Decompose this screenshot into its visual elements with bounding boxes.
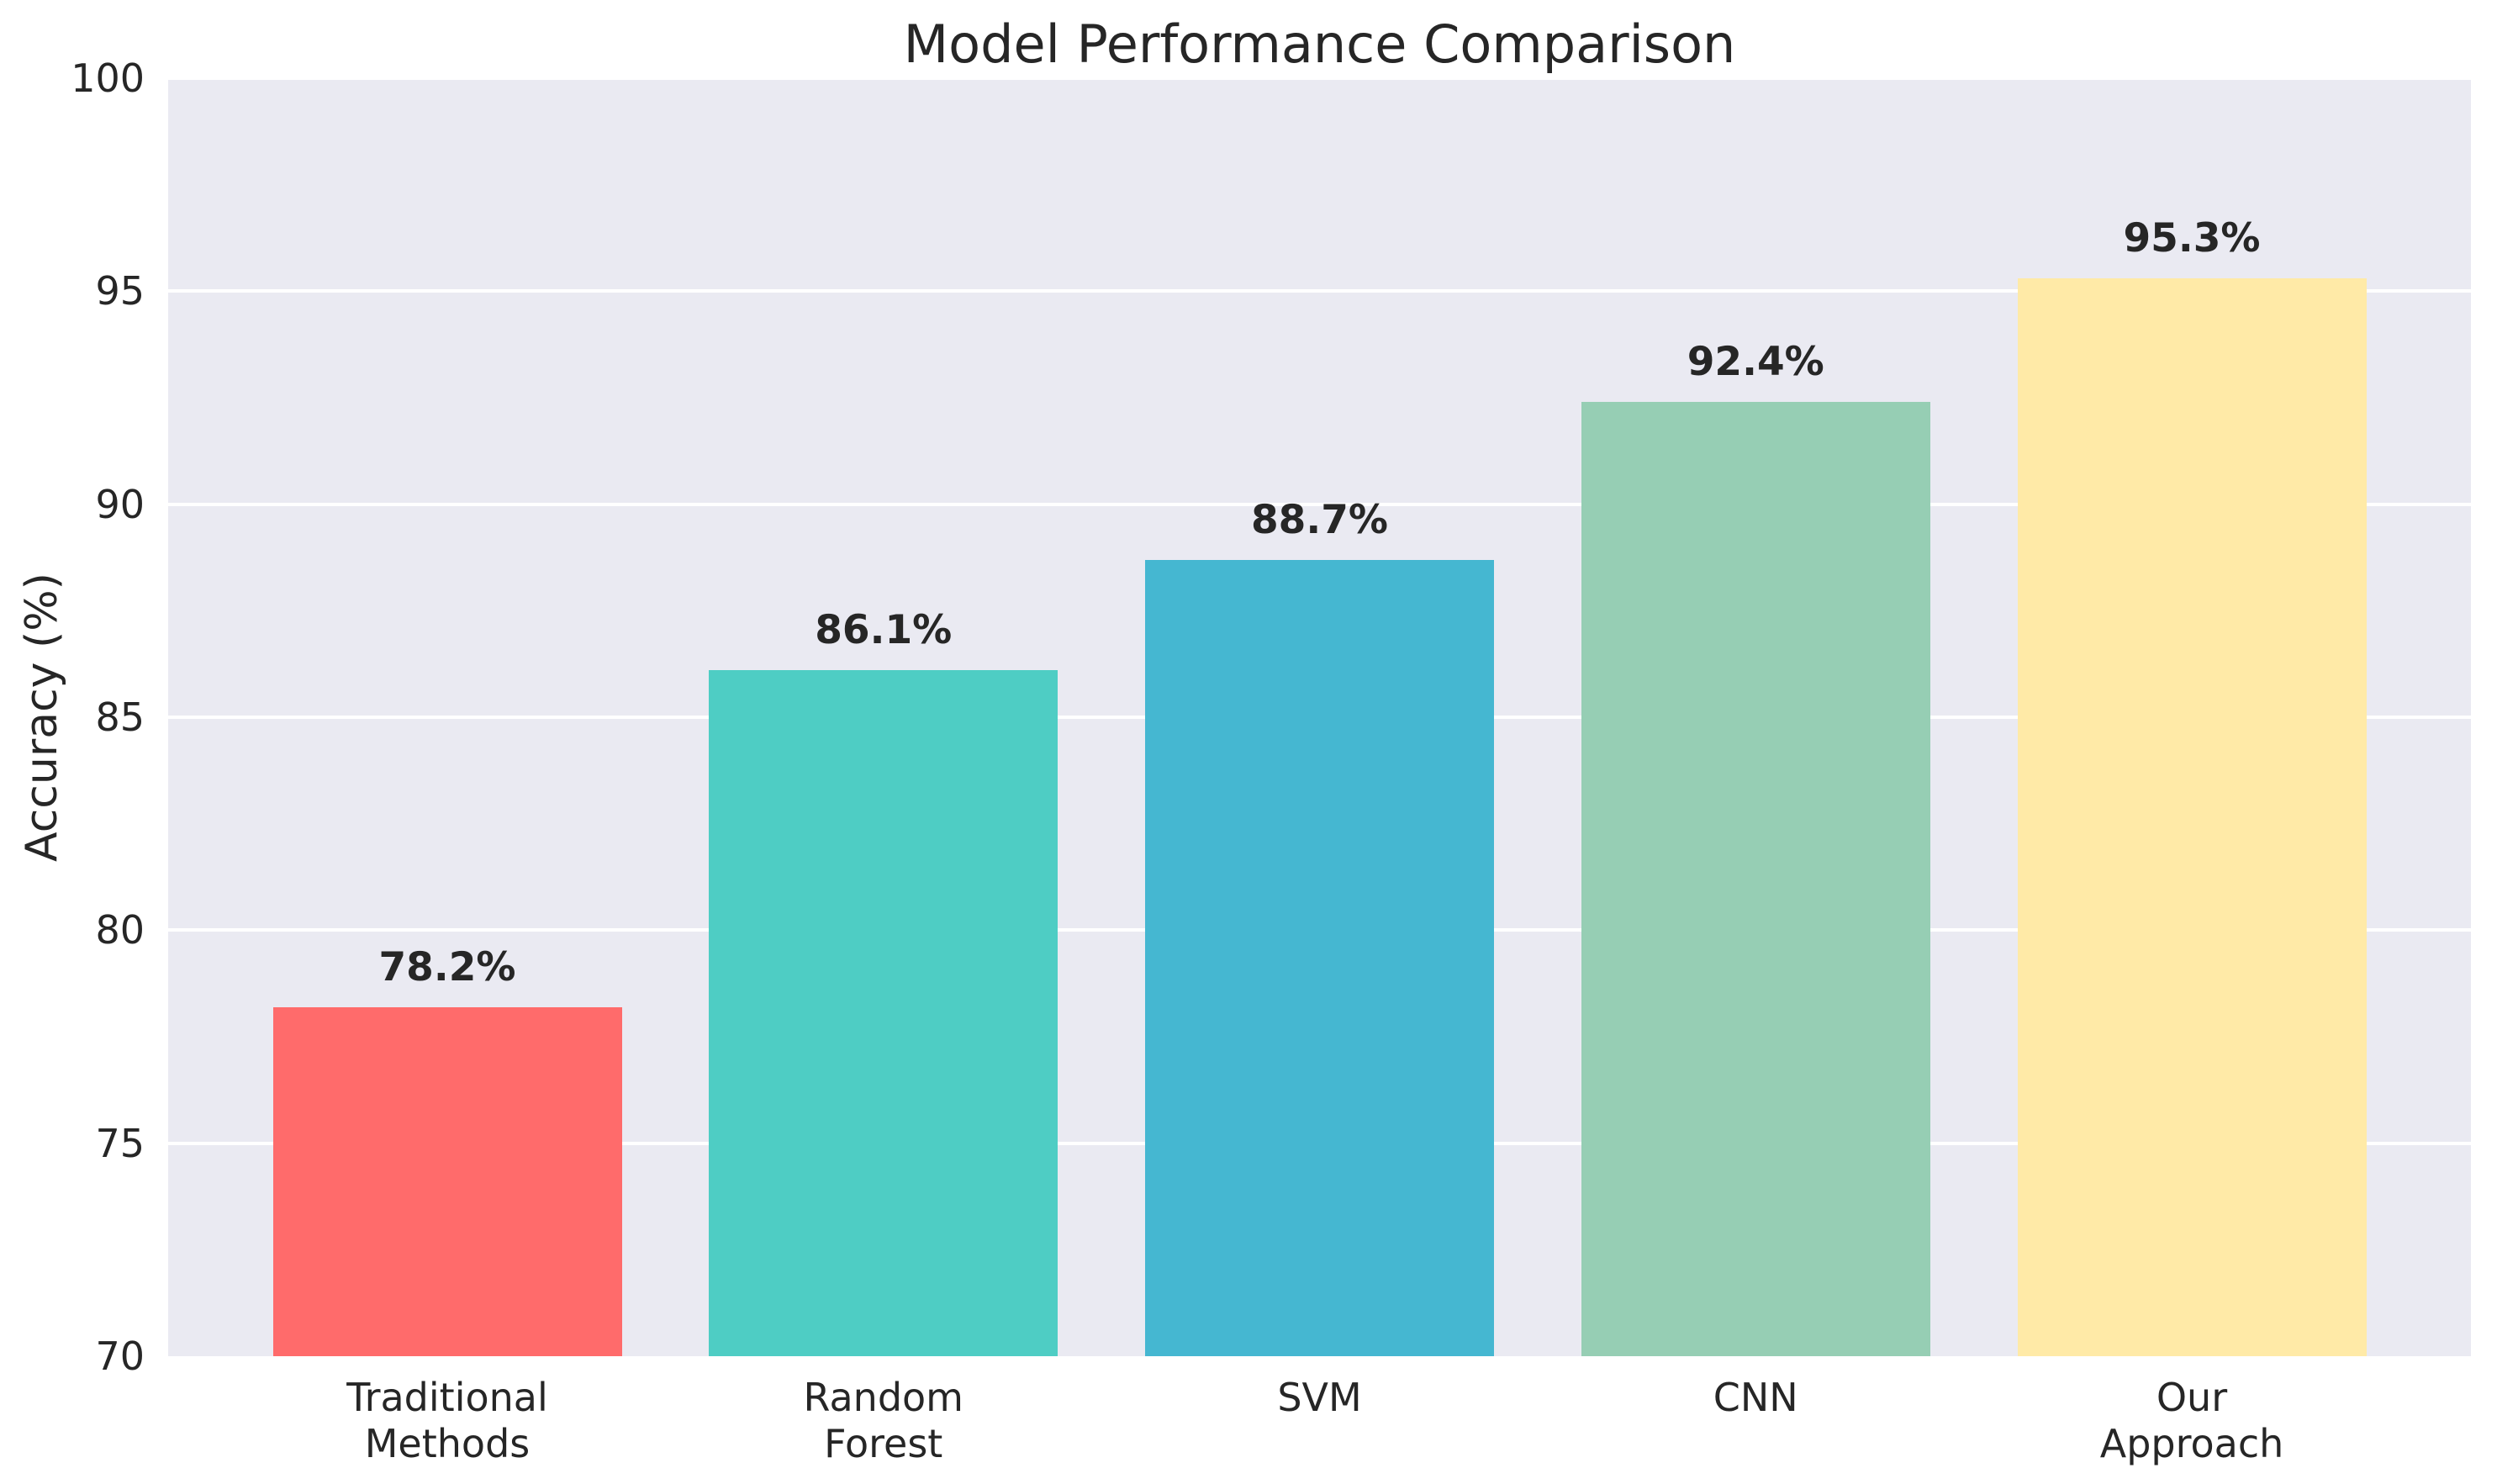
y-tick-label: 70 bbox=[95, 1333, 145, 1379]
gridline bbox=[168, 502, 2471, 506]
y-tick-label: 85 bbox=[95, 694, 145, 740]
bar-value-label: 88.7% bbox=[1250, 496, 1389, 543]
y-axis-label: Accuracy (%) bbox=[17, 573, 67, 862]
y-tick-label: 95 bbox=[95, 268, 145, 314]
bar bbox=[709, 670, 1058, 1356]
bar-value-label: 92.4% bbox=[1687, 339, 1824, 386]
bar bbox=[2017, 278, 2367, 1356]
y-tick-label: 100 bbox=[71, 55, 145, 101]
bar bbox=[1581, 402, 1930, 1356]
chart-title: Model Performance Comparison bbox=[903, 13, 1736, 75]
x-tick-label: Traditional Methods bbox=[346, 1375, 548, 1467]
x-tick-label: Our Approach bbox=[2099, 1375, 2284, 1467]
gridline bbox=[168, 77, 2471, 80]
y-tick-label: 90 bbox=[95, 481, 145, 527]
bar bbox=[272, 1006, 622, 1356]
bar-value-label: 86.1% bbox=[815, 607, 953, 654]
x-tick-label: CNN bbox=[1713, 1375, 1798, 1420]
x-tick-label: SVM bbox=[1277, 1375, 1362, 1420]
bar bbox=[1145, 559, 1494, 1356]
y-tick-label: 80 bbox=[95, 907, 145, 953]
gridline bbox=[168, 289, 2471, 293]
bar-value-label: 95.3% bbox=[2123, 215, 2261, 262]
bar-value-label: 78.2% bbox=[378, 943, 516, 990]
x-tick-label: Random Forest bbox=[803, 1375, 963, 1467]
y-tick-label: 75 bbox=[95, 1120, 145, 1166]
